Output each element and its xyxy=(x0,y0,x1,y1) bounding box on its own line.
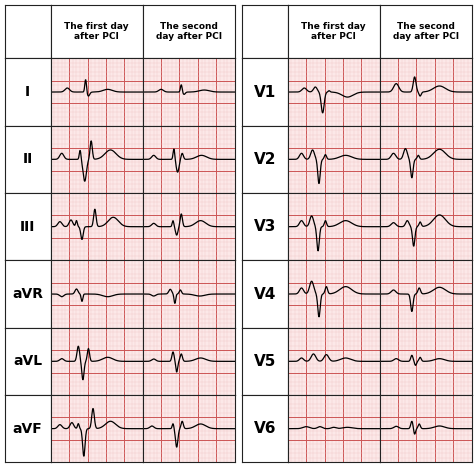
Text: The second
day after PCI: The second day after PCI xyxy=(155,22,222,41)
Text: The first day
after PCI: The first day after PCI xyxy=(64,22,129,41)
Text: V6: V6 xyxy=(254,421,276,436)
Text: aVR: aVR xyxy=(12,287,43,301)
Text: II: II xyxy=(23,152,33,166)
Text: V1: V1 xyxy=(254,85,276,99)
Text: V5: V5 xyxy=(254,354,276,369)
Text: V4: V4 xyxy=(254,287,276,302)
Text: aVF: aVF xyxy=(13,422,43,436)
Text: I: I xyxy=(25,85,30,99)
Text: aVL: aVL xyxy=(13,354,42,368)
Text: III: III xyxy=(20,219,36,234)
Text: V2: V2 xyxy=(254,152,276,167)
Text: V3: V3 xyxy=(254,219,276,234)
Text: The first day
after PCI: The first day after PCI xyxy=(301,22,366,41)
Text: The second
day after PCI: The second day after PCI xyxy=(392,22,459,41)
